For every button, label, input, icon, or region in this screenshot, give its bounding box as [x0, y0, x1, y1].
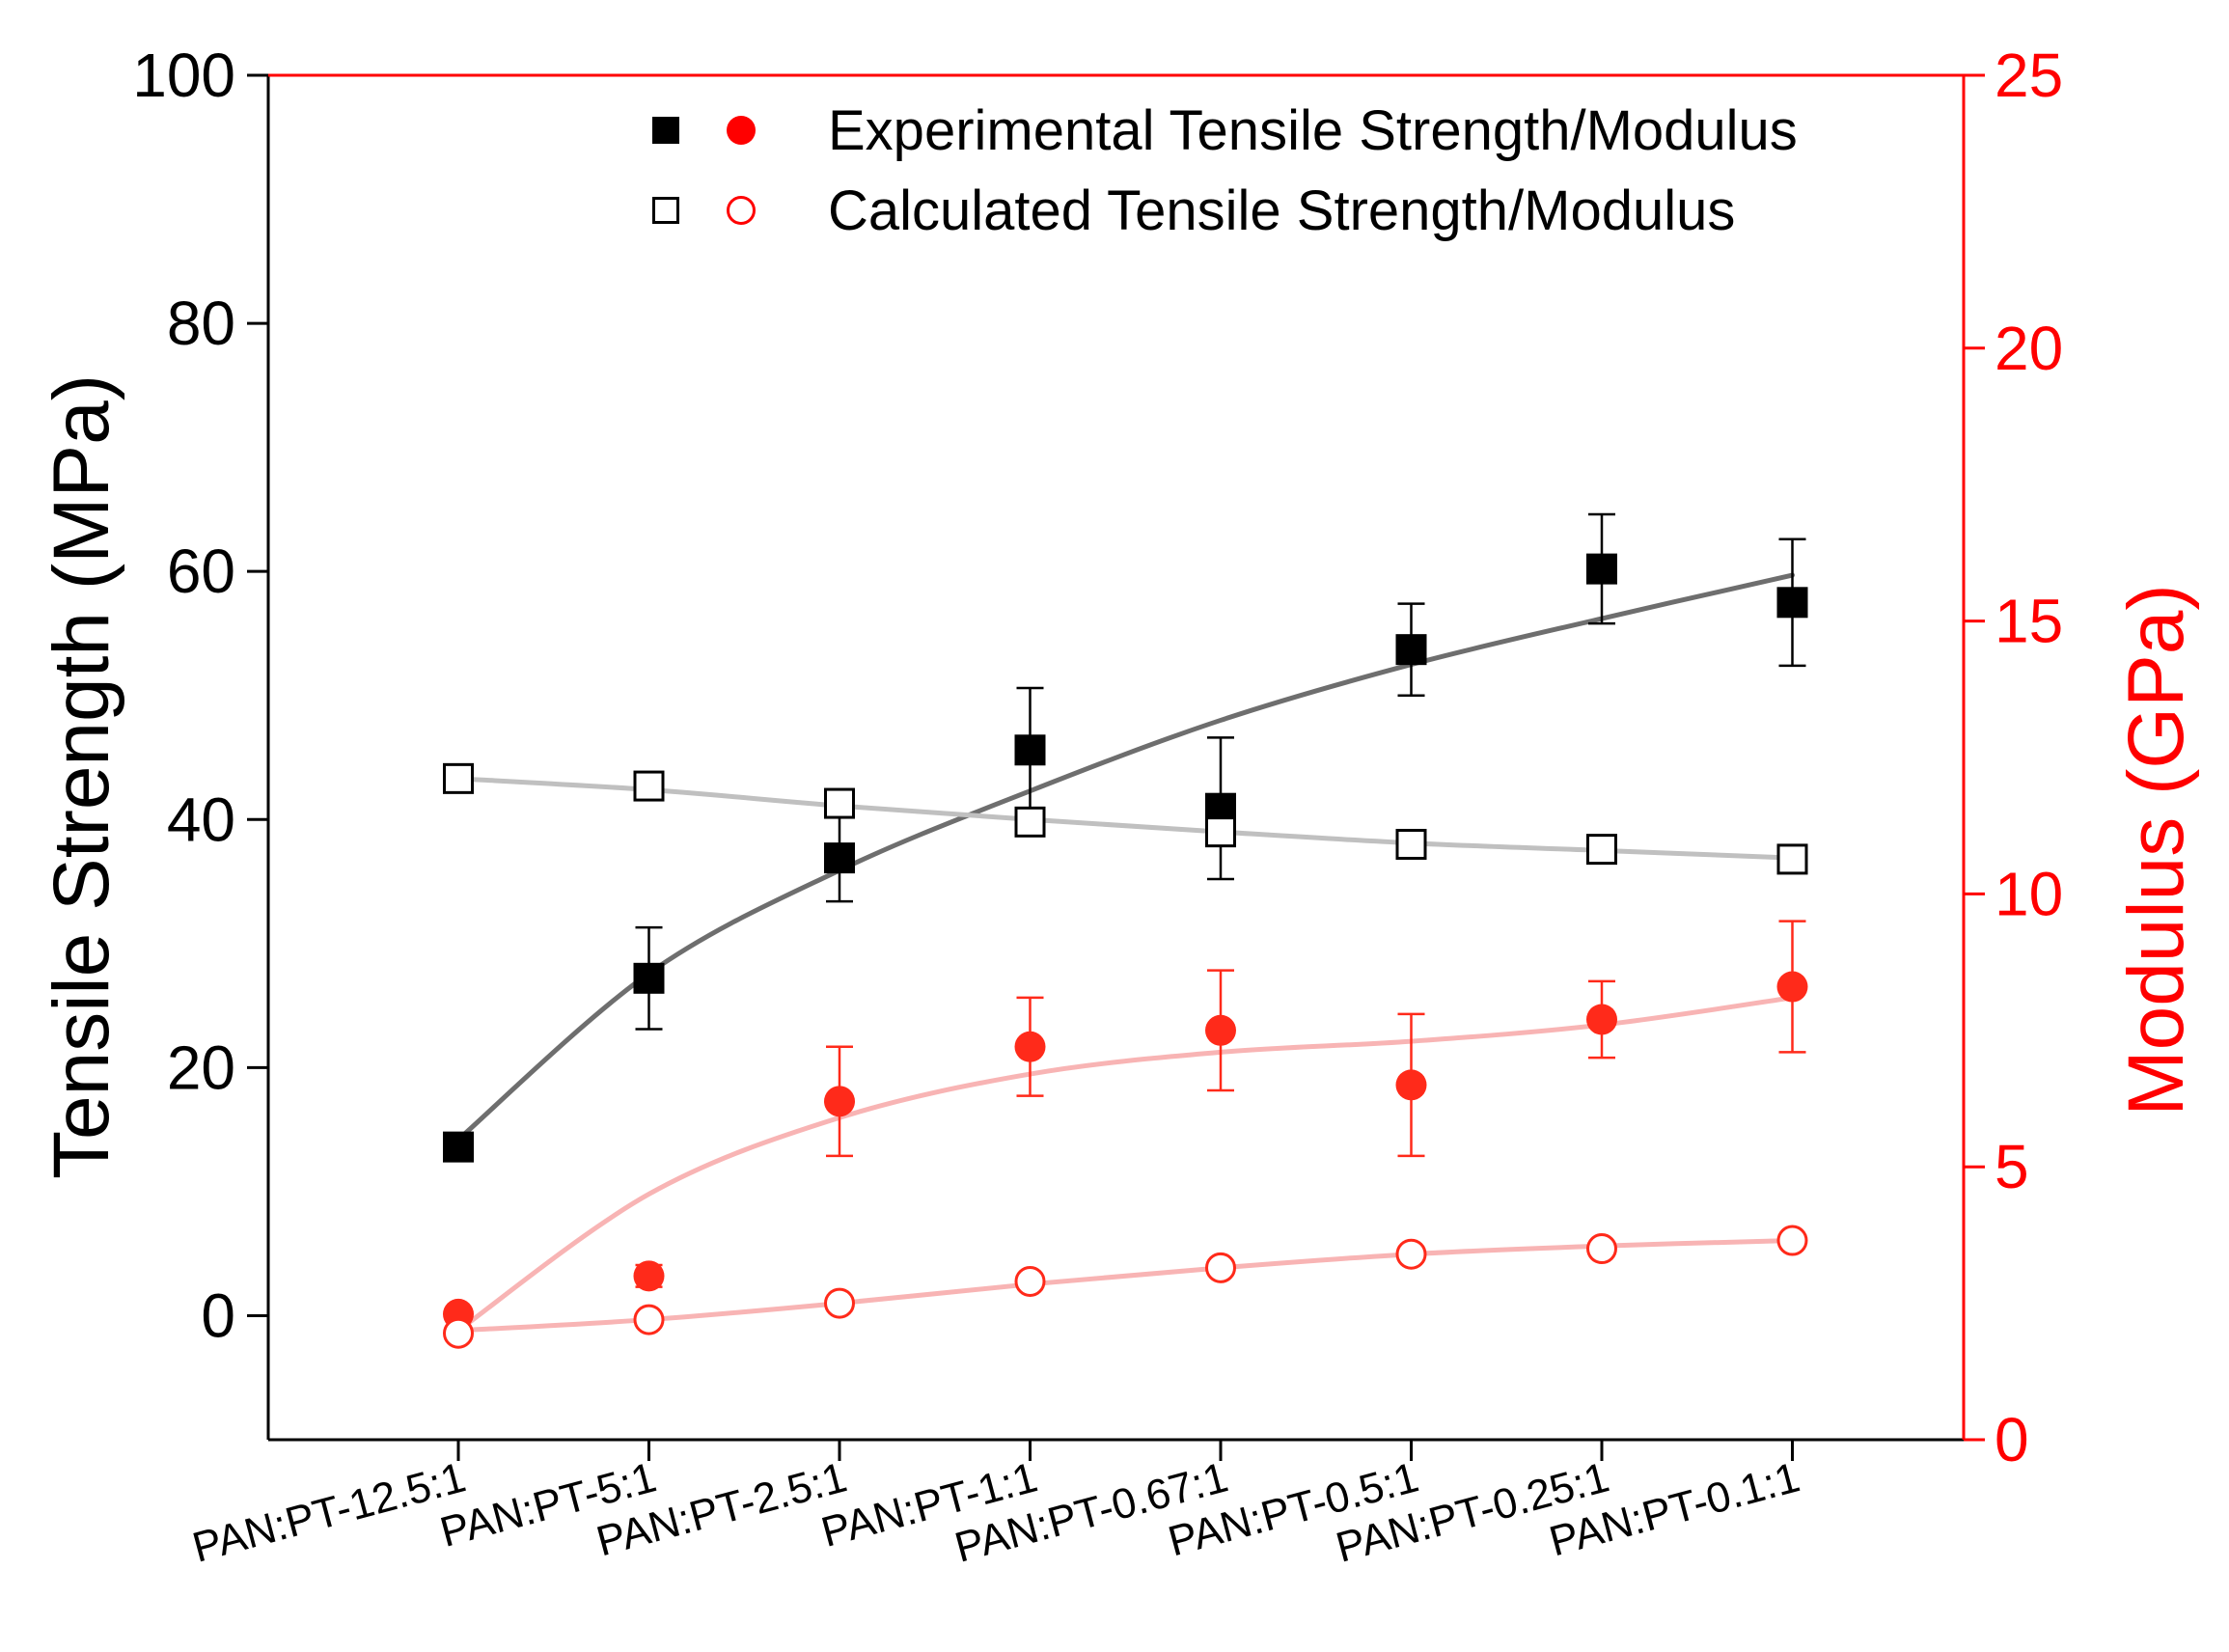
right-tick-label: 5	[1995, 1132, 2029, 1201]
right-axis-title: Modulus (GPa)	[2112, 584, 2200, 1115]
fit-calc-modulus-line	[455, 1238, 1795, 1334]
exp-strength-point	[633, 962, 665, 994]
fit-exp-modulus-line	[455, 995, 1795, 1334]
calc-modulus-point	[633, 1304, 665, 1335]
left-tick-label: 40	[167, 785, 235, 854]
exp-modulus-point	[1395, 1069, 1427, 1101]
legend-exp-circle-icon	[727, 116, 756, 145]
legend-entry-experimental: Experimental Tensile Strength/Modulus	[828, 99, 1798, 162]
calc-strength-point	[824, 787, 855, 819]
exp-modulus-point	[824, 1086, 855, 1117]
fit-lines	[455, 572, 1795, 1334]
calc-modulus-point	[824, 1287, 855, 1319]
calc-strength-point	[633, 770, 665, 802]
right-tick-label: 20	[1995, 314, 2063, 383]
exp-strength-point	[1395, 634, 1427, 666]
markers	[443, 553, 1808, 1349]
plot-frame	[247, 73, 1985, 1461]
calc-modulus-point	[1776, 1225, 1808, 1256]
calc-strength-point	[1395, 828, 1427, 860]
exp-strength-point	[824, 842, 855, 874]
legend-exp-square-icon	[652, 117, 679, 144]
calc-strength-point	[1776, 843, 1808, 875]
x-category-label: PAN:PT-12.5:1	[188, 1453, 471, 1571]
exp-modulus-point	[633, 1260, 665, 1292]
right-tick-label: 10	[1995, 859, 2063, 928]
left-tick-label: 20	[167, 1032, 235, 1102]
left-tick-label: 0	[201, 1280, 235, 1350]
exp-strength-point	[1586, 553, 1617, 585]
exp-modulus-point	[1776, 971, 1808, 1003]
exp-strength-point	[1014, 734, 1046, 766]
exp-modulus-point	[1205, 1014, 1236, 1046]
left-tick-label: 80	[167, 289, 235, 358]
right-tick-label: 0	[1995, 1405, 2029, 1474]
left-tick-label: 60	[167, 537, 235, 606]
fit-calc-strength-line	[455, 776, 1795, 861]
calc-modulus-point	[1586, 1233, 1617, 1265]
calc-modulus-point	[1014, 1265, 1046, 1297]
exp-strength-point	[1776, 587, 1808, 619]
legend-calc-square-icon	[652, 197, 679, 224]
legend: Experimental Tensile Strength/Modulus Cal…	[652, 99, 1798, 242]
calc-strength-point	[1014, 806, 1046, 838]
exp-modulus-point	[1586, 1004, 1617, 1035]
calc-modulus-point	[1205, 1252, 1236, 1283]
legend-calc-circle-icon	[727, 196, 756, 225]
right-tick-label: 15	[1995, 587, 2063, 656]
calc-strength-point	[443, 762, 474, 794]
calc-modulus-point	[1395, 1238, 1427, 1270]
calc-modulus-point	[443, 1317, 474, 1349]
exp-strength-point	[443, 1131, 474, 1163]
right-tick-label: 25	[1995, 41, 2063, 110]
calc-strength-point	[1205, 816, 1236, 848]
calc-strength-point	[1586, 834, 1617, 866]
left-axis-title: Tensile Strength (MPa)	[38, 374, 125, 1179]
exp-modulus-point	[1014, 1031, 1046, 1062]
axes-labels: 0204060801000510152025PAN:PT-12.5:1PAN:P…	[38, 41, 2200, 1572]
left-tick-label: 100	[132, 41, 235, 110]
legend-entry-calculated: Calculated Tensile Strength/Modulus	[828, 179, 1735, 242]
error-bars	[635, 512, 1806, 1288]
